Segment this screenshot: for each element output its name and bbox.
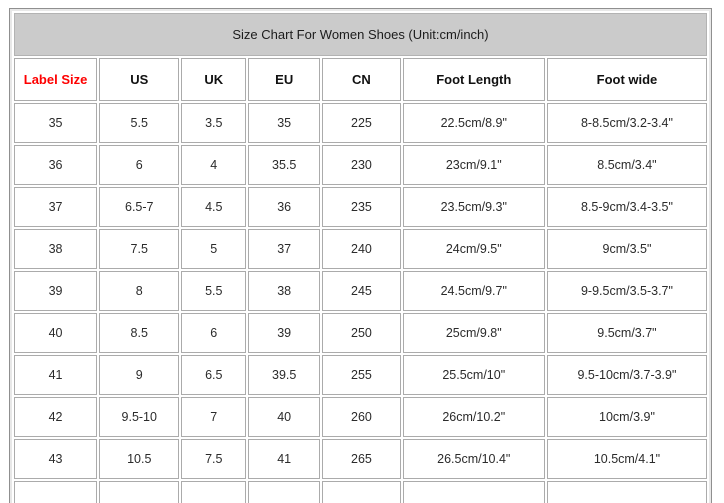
table-cell xyxy=(14,481,98,503)
table-cell: 39 xyxy=(14,271,98,311)
header-us: US xyxy=(99,58,180,101)
table-row: 43 10.5 7.5 41 265 26.5cm/10.4" 10.5cm/4.1" xyxy=(14,439,707,479)
table-cell xyxy=(546,481,707,503)
table-cell xyxy=(322,481,401,503)
table-cell: 4 xyxy=(181,145,247,185)
table-row: 38 7.5 5 37 240 24cm/9.5" 9cm/3.5" xyxy=(14,229,707,269)
table-cell xyxy=(99,481,180,503)
table-cell: 25cm/9.8" xyxy=(402,313,545,353)
table-cell: 40 xyxy=(14,313,98,353)
table-cell: 39 xyxy=(248,313,321,353)
table-cell: 235 xyxy=(322,187,401,227)
header-cn: CN xyxy=(322,58,401,101)
table-cell: 255 xyxy=(322,355,401,395)
header-eu: EU xyxy=(248,58,321,101)
table-cell: 230 xyxy=(322,145,401,185)
table-cell: 25.5cm/10" xyxy=(402,355,545,395)
table-cell: 260 xyxy=(322,397,401,437)
table-cell: 37 xyxy=(14,187,98,227)
table-cell: 8.5-9cm/3.4-3.5" xyxy=(546,187,707,227)
table-cell: 265 xyxy=(322,439,401,479)
table-cell: 10.5cm/4.1" xyxy=(546,439,707,479)
table-row-partial xyxy=(14,481,707,503)
table-cell: 41 xyxy=(14,355,98,395)
table-cell: 36 xyxy=(14,145,98,185)
header-foot-length: Foot Length xyxy=(402,58,545,101)
table-cell: 9.5-10 xyxy=(99,397,180,437)
table-cell: 9 xyxy=(99,355,180,395)
table-cell: 5.5 xyxy=(181,271,247,311)
table-cell: 41 xyxy=(248,439,321,479)
table-cell: 8.5cm/3.4" xyxy=(546,145,707,185)
table-body: Size Chart For Women Shoes (Unit:cm/inch… xyxy=(14,13,707,503)
table-cell: 43 xyxy=(14,439,98,479)
table-cell: 10.5 xyxy=(99,439,180,479)
table-row: 42 9.5-10 7 40 260 26cm/10.2" 10cm/3.9" xyxy=(14,397,707,437)
table-cell: 7 xyxy=(181,397,247,437)
table-cell: 9.5cm/3.7" xyxy=(546,313,707,353)
table-cell xyxy=(181,481,247,503)
table-cell: 42 xyxy=(14,397,98,437)
table-title-row: Size Chart For Women Shoes (Unit:cm/inch… xyxy=(14,13,707,56)
table-cell: 3.5 xyxy=(181,103,247,143)
table-cell: 9cm/3.5" xyxy=(546,229,707,269)
table-cell: 9.5-10cm/3.7-3.9" xyxy=(546,355,707,395)
table-cell: 9-9.5cm/3.5-3.7" xyxy=(546,271,707,311)
table-cell: 240 xyxy=(322,229,401,269)
table-cell: 5.5 xyxy=(99,103,180,143)
table-row: 37 6.5-7 4.5 36 235 23.5cm/9.3" 8.5-9cm/3.4-3.… xyxy=(14,187,707,227)
table-cell: 35 xyxy=(248,103,321,143)
table-cell: 26.5cm/10.4" xyxy=(402,439,545,479)
table-row: 40 8.5 6 39 250 25cm/9.8" 9.5cm/3.7" xyxy=(14,313,707,353)
table-cell: 7.5 xyxy=(99,229,180,269)
header-label-size: Label Size xyxy=(14,58,98,101)
table-cell: 6 xyxy=(99,145,180,185)
table-cell: 8 xyxy=(99,271,180,311)
table-cell: 24cm/9.5" xyxy=(402,229,545,269)
header-uk: UK xyxy=(181,58,247,101)
table-title: Size Chart For Women Shoes (Unit:cm/inch… xyxy=(14,13,707,56)
size-chart-table: Size Chart For Women Shoes (Unit:cm/inch… xyxy=(9,8,712,503)
table-cell: 38 xyxy=(248,271,321,311)
table-cell: 6.5-7 xyxy=(99,187,180,227)
table-cell: 4.5 xyxy=(181,187,247,227)
table-header-row: Label Size US UK EU CN Foot Length Foot … xyxy=(14,58,707,101)
table-row: 36 6 4 35.5 230 23cm/9.1" 8.5cm/3.4" xyxy=(14,145,707,185)
table-cell: 225 xyxy=(322,103,401,143)
table-cell: 40 xyxy=(248,397,321,437)
table-row: 35 5.5 3.5 35 225 22.5cm/8.9" 8-8.5cm/3.2-3.4" xyxy=(14,103,707,143)
table-cell: 22.5cm/8.9" xyxy=(402,103,545,143)
table-cell: 7.5 xyxy=(181,439,247,479)
table-row: 41 9 6.5 39.5 255 25.5cm/10" 9.5-10cm/3.7-3.9" xyxy=(14,355,707,395)
table-cell: 6.5 xyxy=(181,355,247,395)
table-cell xyxy=(402,481,545,503)
table-cell: 250 xyxy=(322,313,401,353)
table-cell: 36 xyxy=(248,187,321,227)
header-foot-wide: Foot wide xyxy=(546,58,707,101)
table-cell: 23.5cm/9.3" xyxy=(402,187,545,227)
table-row: 39 8 5.5 38 245 24.5cm/9.7" 9-9.5cm/3.5-3.7" xyxy=(14,271,707,311)
table-cell xyxy=(248,481,321,503)
table-cell: 8-8.5cm/3.2-3.4" xyxy=(546,103,707,143)
table-cell: 37 xyxy=(248,229,321,269)
table-cell: 39.5 xyxy=(248,355,321,395)
table-cell: 35 xyxy=(14,103,98,143)
table-cell: 245 xyxy=(322,271,401,311)
table-cell: 10cm/3.9" xyxy=(546,397,707,437)
table-cell: 23cm/9.1" xyxy=(402,145,545,185)
table-cell: 8.5 xyxy=(99,313,180,353)
table-cell: 6 xyxy=(181,313,247,353)
table-cell: 38 xyxy=(14,229,98,269)
table-cell: 24.5cm/9.7" xyxy=(402,271,545,311)
table-cell: 26cm/10.2" xyxy=(402,397,545,437)
table-cell: 35.5 xyxy=(248,145,321,185)
table-cell: 5 xyxy=(181,229,247,269)
